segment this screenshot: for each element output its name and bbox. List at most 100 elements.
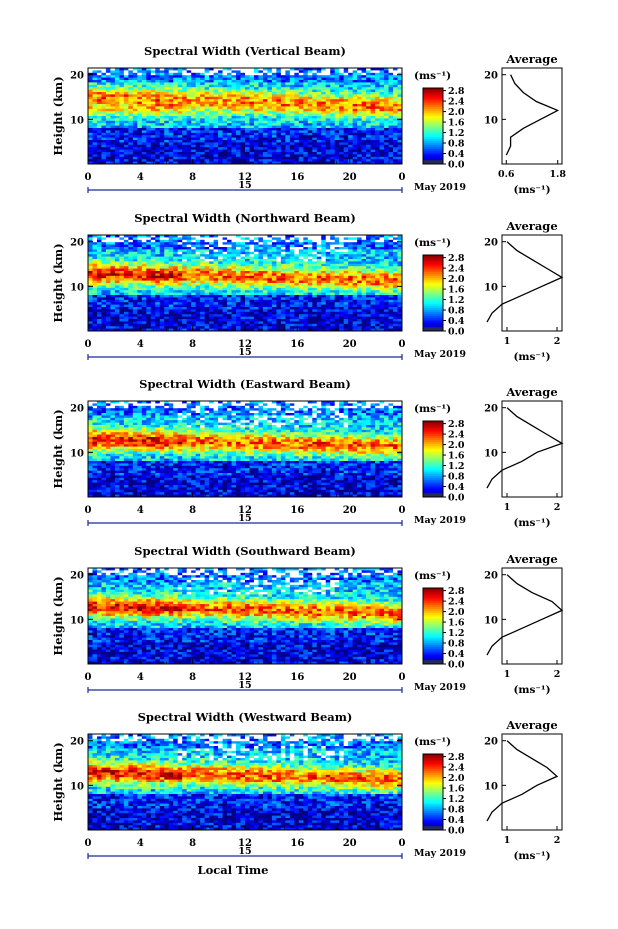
x-tick-label: 12 (238, 672, 252, 683)
y-tick-label: 20 (70, 404, 84, 415)
average-x-tick-label: 1.8 (549, 169, 566, 180)
colorbar-tick-label: 0.8 (448, 805, 465, 816)
colorbar-tick-label: 2.8 (448, 253, 465, 264)
x-tick-label: 16 (290, 838, 304, 849)
colorbar-tick-label: 2.8 (448, 86, 465, 97)
panel-title: Spectral Width (Northward Beam) (134, 211, 356, 225)
average-y-tick-label: 10 (484, 615, 498, 626)
colorbar-tick-label: 1.2 (448, 128, 465, 139)
y-tick-label: 10 (70, 448, 84, 459)
heatmap-image (88, 68, 403, 165)
x-tick-label: 16 (290, 672, 304, 683)
date-label: 15 (238, 180, 251, 191)
colorbar-title: (ms⁻¹) (414, 570, 451, 582)
colorbar-tick-label: 2.4 (448, 430, 465, 441)
heatmap-image (88, 235, 403, 332)
colorbar-tick-label: 1.6 (448, 784, 465, 795)
colorbar (423, 255, 443, 332)
colorbar-tick-label: 1.2 (448, 628, 465, 639)
x-tick-label: 4 (137, 339, 144, 350)
x-tick-label: 0 (85, 172, 92, 183)
average-x-tick-label: 1 (504, 835, 511, 846)
average-frame (501, 400, 563, 498)
colorbar-tick-label: 0.0 (448, 660, 465, 671)
colorbar-title: (ms⁻¹) (414, 736, 451, 748)
colorbar-tick-label: 2.4 (448, 597, 465, 608)
x-tick-label: 16 (290, 339, 304, 350)
colorbar-tick-label: 0.0 (448, 493, 465, 504)
x-tick-label: 4 (137, 672, 144, 683)
colorbar-tick-label: 0.4 (448, 649, 465, 660)
x-tick-label: 8 (189, 339, 196, 350)
colorbar-tick-label: 2.8 (448, 752, 465, 763)
panel-0: Spectral Width (Vertical Beam) 10 20 Height… (51, 44, 566, 196)
average-y-tick-label: 20 (484, 571, 498, 582)
x-tick-label: 0 (85, 505, 92, 516)
date-label: 15 (238, 513, 251, 524)
x-tick-label: 20 (343, 838, 357, 849)
average-profile-line (486, 407, 564, 489)
colorbar-frame (422, 587, 444, 665)
x-tick-label: 20 (343, 339, 357, 350)
x-tick-label: 8 (189, 672, 196, 683)
x-tick-label: 8 (189, 172, 196, 183)
average-frame (501, 567, 563, 665)
heatmap-image (88, 734, 403, 831)
average-y-tick-label: 20 (484, 238, 498, 249)
colorbar-frame (422, 753, 444, 831)
average-x-label: (ms⁻¹) (513, 351, 550, 363)
colorbar-tick-label: 0.8 (448, 472, 465, 483)
average-frame (501, 733, 563, 831)
panel-3: Spectral Width (Southward Beam)1020Heigh… (51, 544, 564, 696)
x-tick-label: 0 (399, 505, 406, 516)
x-tick-label: 4 (137, 505, 144, 516)
average-x-tick-label: 0.6 (498, 169, 515, 180)
colorbar (423, 88, 443, 165)
x-tick-label: 12 (238, 505, 252, 516)
x-tick-label: 0 (85, 672, 92, 683)
colorbar-title: (ms⁻¹) (414, 237, 451, 249)
colorbar-tick-label: 2.8 (448, 586, 465, 597)
panel-4: Spectral Width (Westward Beam)1020Height… (51, 710, 563, 877)
colorbar-title: (ms⁻¹) (414, 70, 451, 82)
colorbar-tick-label: 1.2 (448, 295, 465, 306)
colorbar-frame (422, 420, 444, 498)
colorbar-tick-label: 0.8 (448, 139, 465, 150)
y-axis-label: Height (km) (51, 409, 65, 488)
average-frame (501, 234, 563, 332)
x-tick-label: 20 (343, 172, 357, 183)
panel-title: Spectral Width (Southward Beam) (134, 544, 356, 558)
date-label: 15 (238, 846, 251, 857)
y-axis-label: Height (km) (51, 243, 65, 322)
colorbar (423, 421, 443, 498)
y-tick-label: 20 (70, 571, 84, 582)
average-title: Average (505, 52, 557, 66)
x-axis-label: Local Time (198, 863, 269, 877)
x-tick-label: 12 (238, 339, 252, 350)
date-label: 15 (238, 680, 251, 691)
date-suffix: May 2019 (414, 682, 466, 693)
x-tick-label: 0 (399, 838, 406, 849)
y-axis-label: Height (km) (51, 76, 65, 155)
x-tick-label: 4 (137, 172, 144, 183)
average-y-tick-label: 10 (484, 448, 498, 459)
colorbar-tick-label: 1.6 (448, 451, 465, 462)
average-profile-line (505, 74, 560, 156)
date-label: 15 (238, 347, 251, 358)
x-tick-label: 16 (290, 172, 304, 183)
date-suffix: May 2019 (414, 515, 466, 526)
colorbar-tick-label: 0.0 (448, 160, 465, 171)
colorbar-tick-label: 0.4 (448, 316, 465, 327)
heatmap-image (88, 401, 403, 498)
average-frame (501, 67, 563, 165)
y-tick-label: 20 (70, 71, 84, 82)
panel-2: Spectral Width (Eastward Beam)1020Height… (51, 377, 564, 529)
average-profile-line (486, 241, 564, 323)
colorbar-tick-label: 0.0 (448, 826, 465, 837)
x-tick-label: 20 (343, 505, 357, 516)
average-title: Average (505, 552, 557, 566)
colorbar-tick-label: 1.6 (448, 118, 465, 129)
average-y-tick-label: 20 (484, 737, 498, 748)
date-suffix: May 2019 (414, 349, 466, 360)
